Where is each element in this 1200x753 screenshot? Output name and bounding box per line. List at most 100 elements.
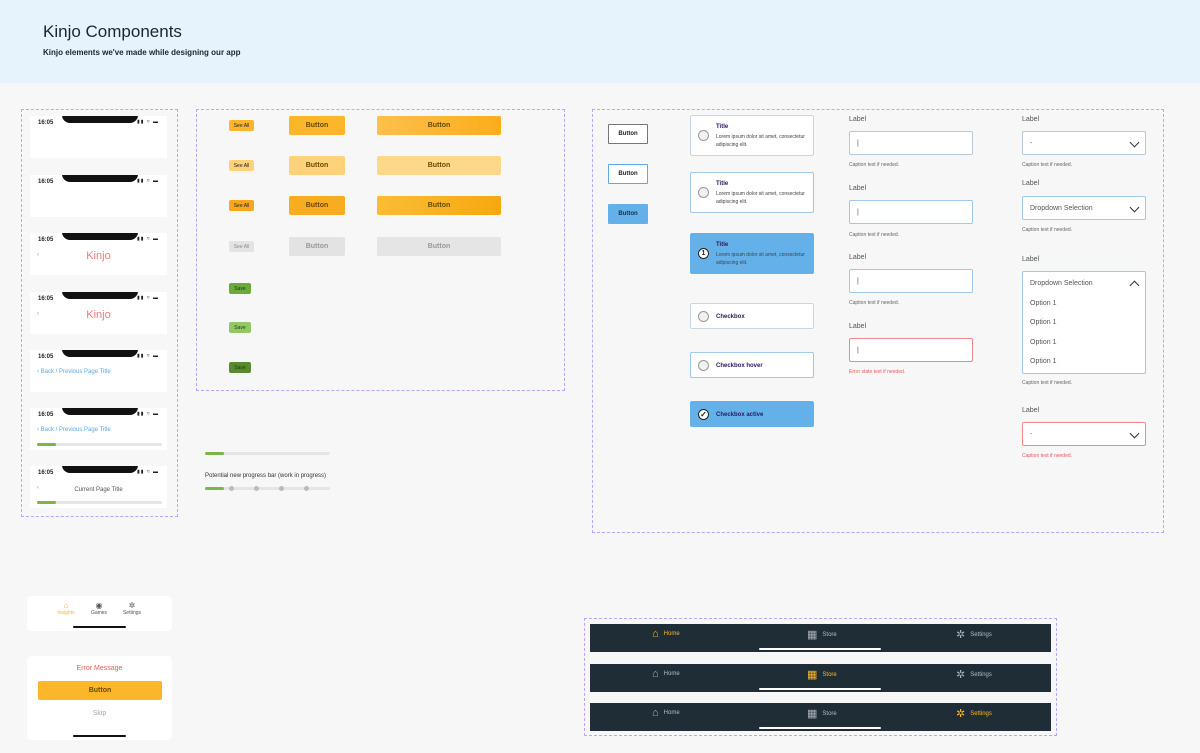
- text-input-error[interactable]: |: [849, 338, 973, 362]
- nav-item-insights[interactable]: ⌂ Insights: [51, 601, 81, 616]
- outline-button[interactable]: Button: [608, 124, 648, 144]
- phone-notch: [62, 408, 138, 415]
- primary-button-medium[interactable]: Button: [289, 116, 345, 135]
- skip-link[interactable]: Skip: [92, 710, 107, 717]
- tab-home[interactable]: ⌂ Home: [652, 628, 680, 640]
- progress-fill: [37, 443, 56, 446]
- phone-header-frame: [21, 109, 178, 517]
- dropdown-caption: Caption text if needed.: [1022, 380, 1073, 386]
- tab-home[interactable]: ⌂ Home: [652, 707, 680, 719]
- card-text: Lorem ipsum dolor sit amet, consectetur …: [716, 134, 805, 148]
- light-button-large[interactable]: Button: [377, 156, 501, 175]
- status-icons: ▮▮ ≈ ▬: [136, 295, 159, 301]
- tab-settings[interactable]: ✲ Settings: [956, 707, 992, 720]
- phone-notch: [62, 466, 138, 473]
- dropdown-error-caption: Caption text if needed.: [1022, 453, 1073, 459]
- radio-card[interactable]: Title Lorem ipsum dolor sit amet, consec…: [690, 115, 814, 156]
- checkbox-hover[interactable]: Checkbox hover: [690, 352, 814, 378]
- phone-header-back-progress: 16:05 ▮▮ ≈ ▬ ‹ Back / Previous Page Titl…: [30, 408, 167, 450]
- see-all-button-pressed[interactable]: See All: [229, 200, 254, 211]
- error-card: Error Message Button Skip: [27, 656, 172, 740]
- phone-notch: [62, 175, 138, 182]
- tab-store[interactable]: ▦ Store: [807, 628, 837, 641]
- radio-card-hover[interactable]: Title Lorem ipsum dolor sit amet, consec…: [690, 172, 814, 213]
- back-link[interactable]: ‹ Back / Previous Page Title: [37, 427, 111, 433]
- status-time: 16:05: [38, 296, 54, 302]
- tab-settings[interactable]: ✲ Settings: [956, 668, 992, 681]
- form-components-frame: [592, 109, 1164, 533]
- status-icons: ▮▮ ≈ ▬: [136, 411, 159, 417]
- gamepad-icon: ◉: [95, 601, 103, 610]
- disabled-button-large: Button: [377, 237, 501, 256]
- see-all-button[interactable]: See All: [229, 120, 254, 131]
- dropdown-option[interactable]: Option 1: [1030, 339, 1057, 346]
- error-action-button[interactable]: Button: [38, 681, 162, 700]
- light-button-medium[interactable]: Button: [289, 156, 345, 175]
- back-chevron-icon[interactable]: ‹: [37, 252, 39, 258]
- text-input[interactable]: |: [849, 131, 973, 155]
- progress-fill: [205, 452, 224, 455]
- back-link[interactable]: ‹ Back / Previous Page Title: [37, 369, 111, 375]
- text-input-focus[interactable]: |: [849, 200, 973, 224]
- chevron-down-icon: [1129, 428, 1140, 439]
- tab-settings[interactable]: ✲ Settings: [956, 628, 992, 641]
- radio-icon: [698, 130, 709, 141]
- check-icon: ✓: [698, 409, 709, 420]
- dropdown-open[interactable]: Dropdown Selection Option 1 Option 1 Opt…: [1022, 271, 1146, 374]
- save-button-dark[interactable]: Save: [229, 362, 251, 373]
- tab-label: Store: [822, 631, 837, 638]
- dropdown[interactable]: -: [1022, 131, 1146, 155]
- tab-label: Settings: [970, 631, 992, 638]
- phone-notch: [62, 116, 138, 123]
- dropdown-option[interactable]: Option 1: [1030, 300, 1057, 307]
- dropdown-value: Dropdown Selection: [1030, 280, 1093, 287]
- outline-button-blue[interactable]: Button: [608, 164, 648, 184]
- tab-store[interactable]: ▦ Store: [807, 668, 837, 681]
- checkbox-active[interactable]: ✓ Checkbox active: [690, 401, 814, 427]
- mobile-bottom-nav: ⌂ Insights ◉ Games ✲ Settings: [27, 596, 172, 631]
- dropdown-value: -: [1030, 430, 1033, 438]
- status-icons: ▮▮ ≈ ▬: [136, 178, 159, 184]
- dropdown-error[interactable]: -: [1022, 422, 1146, 446]
- tab-bar-settings-active: ⌂ Home ▦ Store ✲ Settings: [590, 703, 1051, 731]
- filled-button-blue[interactable]: Button: [608, 204, 648, 224]
- tab-home[interactable]: ⌂ Home: [652, 668, 680, 680]
- text-input-filled[interactable]: |: [849, 269, 973, 293]
- dropdown-option[interactable]: Option 1: [1030, 319, 1057, 326]
- save-button-light[interactable]: Save: [229, 322, 251, 333]
- pressed-button-medium[interactable]: Button: [289, 196, 345, 215]
- dropdown-selected[interactable]: Dropdown Selection: [1022, 196, 1146, 220]
- card-title: Title: [716, 181, 729, 187]
- radio-icon: [698, 187, 709, 198]
- see-all-button-disabled: See All: [229, 241, 254, 252]
- store-icon: ▦: [807, 629, 818, 641]
- nav-item-games[interactable]: ◉ Games: [84, 601, 114, 616]
- tab-store[interactable]: ▦ Store: [807, 707, 837, 720]
- dropdown-label: Label: [1022, 256, 1040, 263]
- home-icon: ⌂: [652, 707, 659, 719]
- back-chevron-icon[interactable]: ‹: [37, 311, 39, 317]
- primary-button-large[interactable]: Button: [377, 116, 501, 135]
- step-dot: [229, 486, 234, 491]
- nav-item-settings[interactable]: ✲ Settings: [117, 601, 147, 616]
- progress-bar: [37, 443, 162, 446]
- see-all-button-light[interactable]: See All: [229, 160, 254, 171]
- card-title: Title: [716, 242, 729, 248]
- status-icons: ▮▮ ≈ ▬: [136, 236, 159, 242]
- save-button[interactable]: Save: [229, 283, 251, 294]
- kinjo-logo: Kinjo: [86, 250, 111, 262]
- phone-header-current: 16:05 ▮▮ ≈ ▬ ‹ Current Page Title: [30, 466, 167, 508]
- dropdown-option[interactable]: Option 1: [1030, 358, 1057, 365]
- home-indicator: [73, 735, 126, 737]
- back-chevron-icon[interactable]: ‹: [37, 485, 39, 491]
- tab-label: Settings: [970, 710, 992, 717]
- checkbox[interactable]: Checkbox: [690, 303, 814, 329]
- tab-bar-home-active: ⌂ Home ▦ Store ✲ Settings: [590, 624, 1051, 652]
- pressed-button-large[interactable]: Button: [377, 196, 501, 215]
- dropdown-caption: Caption text if needed.: [1022, 162, 1073, 168]
- radio-card-active[interactable]: 1 Title Lorem ipsum dolor sit amet, cons…: [690, 233, 814, 274]
- checkbox-label: Checkbox hover: [716, 363, 763, 369]
- step-dot: [304, 486, 309, 491]
- home-icon: ⌂: [652, 628, 659, 640]
- status-icons: ▮▮ ≈ ▬: [136, 353, 159, 359]
